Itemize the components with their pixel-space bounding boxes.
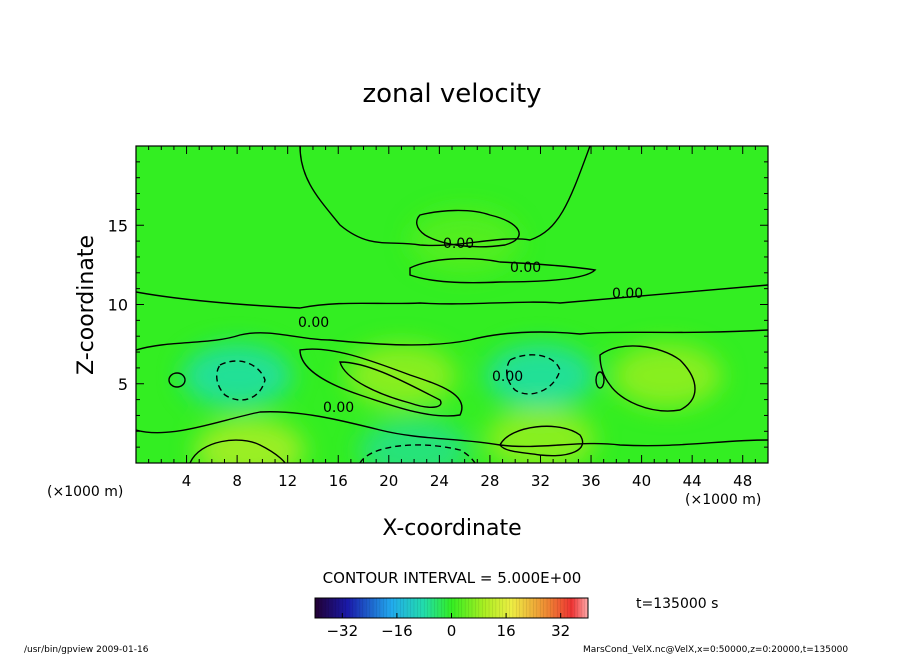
x-tick-label: 24 xyxy=(430,472,449,490)
x-tick-label: 28 xyxy=(480,472,499,490)
field-blob xyxy=(182,343,293,408)
contour-line xyxy=(216,360,266,401)
contour-label: 0.00 xyxy=(612,286,643,302)
footer-right: MarsCond_VelX.nc@VelX,x=0:50000,z=0:2000… xyxy=(583,645,848,654)
contour-line xyxy=(339,361,442,408)
x-tick-label: 36 xyxy=(581,472,600,490)
contour-label: 0.00 xyxy=(298,315,329,331)
contour-interval: CONTOUR INTERVAL = 5.000E+00 xyxy=(323,569,582,587)
contour-line xyxy=(299,146,591,247)
y-tick-label: 10 xyxy=(108,296,128,315)
field-blob xyxy=(485,407,596,463)
colorbar-tick-label: 0 xyxy=(447,622,457,640)
y-tick-label: 5 xyxy=(118,375,128,394)
contour-label: 0.00 xyxy=(492,369,523,385)
footer-left: /usr/bin/gpview 2009-01-16 xyxy=(24,645,149,654)
contour-line xyxy=(168,372,186,388)
contour-line xyxy=(595,371,605,389)
contour-line xyxy=(299,348,463,417)
contour-line xyxy=(499,425,584,457)
x-tick-label: 12 xyxy=(278,472,297,490)
contour-label: 0.00 xyxy=(443,236,474,252)
x-tick-label: 40 xyxy=(632,472,651,490)
x-tick-label: 8 xyxy=(232,472,242,490)
colorbar-tick-label: −32 xyxy=(326,622,358,640)
colorbar-tick-label: 32 xyxy=(551,622,570,640)
x-unit-right: (×1000 m) xyxy=(685,492,761,508)
x-axis-label: X-coordinate xyxy=(382,516,521,541)
contour-line xyxy=(136,329,768,351)
field-blob xyxy=(409,209,520,274)
time-label: t=135000 s xyxy=(636,596,718,612)
contour-label: 0.00 xyxy=(323,400,354,416)
y-tick-label: 15 xyxy=(108,216,128,235)
contour-line xyxy=(506,354,561,395)
colorbar-tick-label: −16 xyxy=(381,622,413,640)
y-axis-label: Z-coordinate xyxy=(74,235,99,375)
field-blob xyxy=(346,343,457,408)
field-blob xyxy=(359,418,470,463)
contour-line xyxy=(136,411,768,448)
contour-line xyxy=(136,284,768,309)
x-tick-label: 48 xyxy=(733,472,752,490)
colorbar-tick-label: 16 xyxy=(497,622,516,640)
contour-line xyxy=(189,439,286,463)
x-tick-label: 16 xyxy=(329,472,348,490)
contour-line xyxy=(359,444,476,463)
x-tick-label: 44 xyxy=(683,472,702,490)
x-tick-label: 20 xyxy=(379,472,398,490)
field-blob xyxy=(485,343,596,408)
field-blob xyxy=(194,418,305,463)
x-tick-label: 32 xyxy=(531,472,550,490)
chart-title: zonal velocity xyxy=(362,79,541,109)
x-unit-left: (×1000 m) xyxy=(47,484,123,500)
x-tick-label: 4 xyxy=(182,472,192,490)
plot-area: 0.00 0.00 0.00 0.00 0.00 0.00 xyxy=(136,146,768,463)
contour-line xyxy=(416,209,520,248)
field-blob xyxy=(611,343,722,408)
contour-label: 0.00 xyxy=(510,260,541,276)
contour-line xyxy=(599,345,696,412)
contour-line xyxy=(409,257,597,284)
